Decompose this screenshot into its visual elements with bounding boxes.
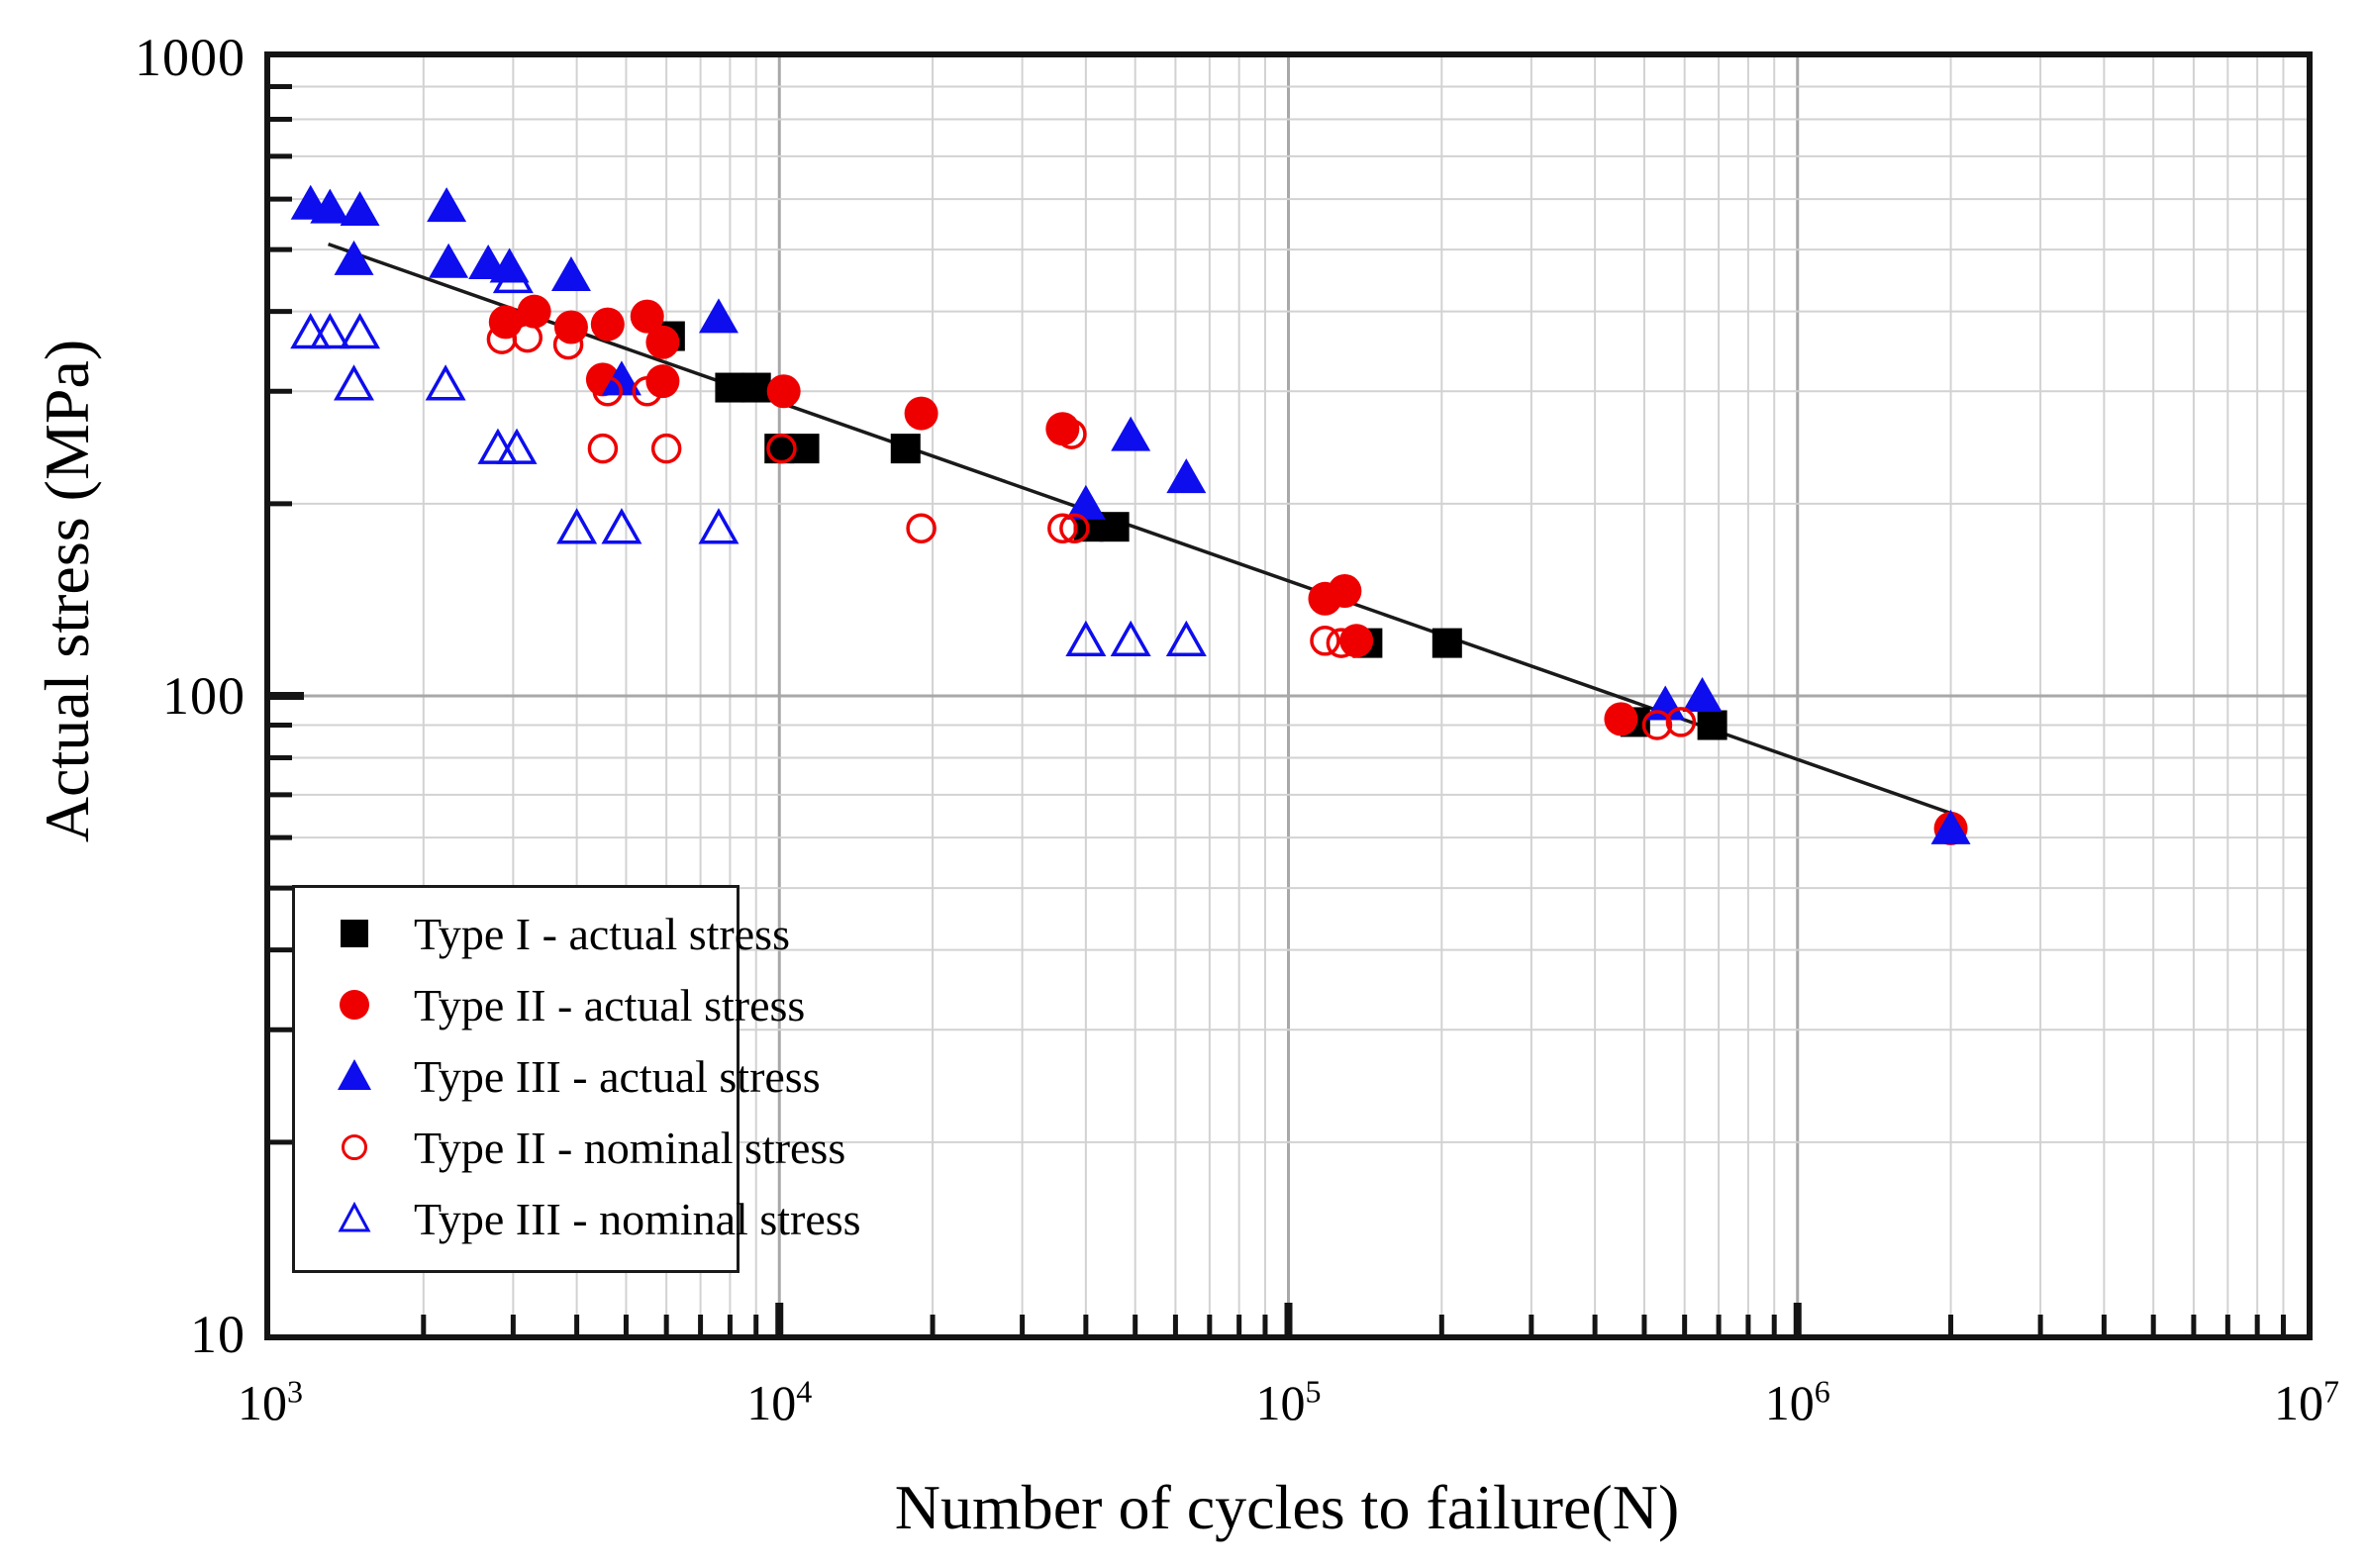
- data-point-marker: [425, 364, 466, 401]
- data-point-marker: [766, 433, 797, 464]
- data-point-marker: [1328, 573, 1362, 608]
- data-point-marker: [1165, 620, 1207, 657]
- data-point-marker: [334, 364, 375, 401]
- circle-open-icon: [295, 1124, 414, 1171]
- data-point-marker: [1166, 458, 1207, 494]
- data-point-marker: [590, 307, 625, 342]
- data-point-marker: [1697, 710, 1727, 740]
- data-point-marker: [512, 322, 543, 353]
- data-point-marker: [309, 312, 350, 349]
- data-point-marker: [1045, 412, 1080, 446]
- data-point-marker: [1059, 513, 1090, 543]
- data-point-marker: [587, 433, 619, 464]
- data-point-marker: [553, 310, 588, 344]
- x-tick-label-10e7: 107: [2274, 1373, 2339, 1430]
- data-point-marker: [1930, 809, 1971, 844]
- x-tick-label-10e3: 103: [238, 1373, 303, 1430]
- data-point-marker: [550, 255, 591, 291]
- data-point-marker: [427, 187, 467, 223]
- data-point-marker: [645, 325, 680, 359]
- series-5-markers: [290, 256, 1207, 657]
- x-axis-title: Number of cycles to failure(N): [894, 1472, 1680, 1542]
- plot-canvas: [270, 57, 2307, 1334]
- data-point-marker: [340, 191, 380, 227]
- data-point-marker: [1047, 513, 1078, 543]
- x-tick-label-10e4: 104: [746, 1373, 813, 1430]
- data-point-marker: [715, 372, 745, 403]
- data-point-marker: [766, 374, 801, 409]
- data-point-marker: [310, 188, 350, 224]
- data-point-marker: [492, 256, 534, 294]
- data-point-marker: [1665, 707, 1697, 737]
- data-point-marker: [630, 299, 664, 334]
- legend-item-label: Type III - actual stress: [414, 1050, 821, 1102]
- data-point-marker: [650, 433, 682, 464]
- legend-item-label: Type II - nominal stress: [414, 1122, 846, 1173]
- data-point-marker: [1326, 628, 1357, 658]
- data-point-marker: [552, 329, 584, 360]
- axis-ticks: [270, 84, 2286, 1334]
- data-point-marker: [1111, 416, 1151, 451]
- data-point-marker: [632, 376, 662, 407]
- x-tick-label-10e5: 105: [1255, 1373, 1322, 1430]
- data-point-marker: [496, 428, 538, 464]
- x-tick-label-10e6: 106: [1764, 1373, 1830, 1430]
- data-point-marker: [334, 240, 374, 275]
- data-point-marker: [1065, 620, 1107, 657]
- legend-item-label: Type I - actual stress: [414, 908, 790, 959]
- data-point-marker: [1099, 512, 1130, 542]
- data-point-marker: [890, 434, 921, 464]
- legend: Type I - actual stress Type II - actual s…: [292, 885, 861, 1273]
- data-point-marker: [1604, 702, 1638, 736]
- data-point-marker: [601, 508, 642, 544]
- data-point-marker: [1682, 677, 1723, 712]
- legend-item-2: Type II - actual stress: [295, 969, 805, 1040]
- legend-item-1: Type I - actual stress: [295, 898, 790, 969]
- data-point-marker: [698, 298, 739, 334]
- legend-item-5: Type III - nominal stress: [295, 1183, 861, 1254]
- data-point-marker: [601, 360, 641, 396]
- y-tick-label-100: 100: [162, 666, 246, 726]
- triangle-open-icon: [295, 1195, 414, 1242]
- data-point-marker: [517, 294, 551, 329]
- data-point-marker: [1065, 484, 1106, 520]
- legend-item-4: Type II - nominal stress: [295, 1112, 845, 1183]
- gridlines: [270, 57, 2307, 1334]
- circle-filled-icon: [295, 981, 414, 1029]
- y-tick-label-1000: 1000: [135, 28, 246, 87]
- data-point-marker: [904, 396, 938, 431]
- legend-item-label: Type III - nominal stress: [414, 1193, 861, 1244]
- series-4-markers: [486, 322, 1697, 740]
- data-point-marker: [340, 312, 381, 349]
- data-point-marker: [906, 513, 937, 543]
- data-point-marker: [740, 372, 771, 403]
- data-point-marker: [645, 364, 680, 399]
- data-point-marker: [1641, 710, 1673, 740]
- data-point-marker: [556, 508, 598, 544]
- data-point-marker: [290, 312, 332, 349]
- legend-item-3: Type III - actual stress: [295, 1040, 821, 1112]
- square-filled-icon: [295, 910, 414, 957]
- data-point-marker: [592, 376, 624, 407]
- data-point-marker: [1110, 620, 1151, 657]
- y-axis-title: Actual stress (MPa): [32, 339, 102, 843]
- data-point-marker: [1056, 419, 1087, 449]
- data-point-marker: [698, 508, 740, 544]
- plot-area: Type I - actual stress Type II - actual s…: [264, 51, 2313, 1340]
- data-point-marker: [1431, 628, 1462, 658]
- data-point-marker: [429, 243, 469, 278]
- triangle-filled-icon: [295, 1052, 414, 1100]
- y-tick-label-10: 10: [190, 1305, 246, 1364]
- data-point-marker: [1310, 626, 1340, 656]
- legend-item-label: Type II - actual stress: [414, 979, 806, 1030]
